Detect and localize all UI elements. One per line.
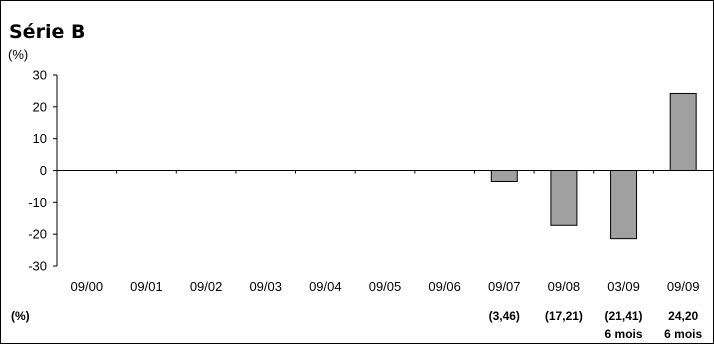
x-category-label: 09/06 [428, 279, 461, 294]
bar-09-07 [490, 170, 518, 183]
chart-title: Série B [9, 21, 85, 43]
y-tick-labels: 30 20 10 0 -10 -20 -30 [28, 68, 47, 274]
y-axis-unit: (%) [8, 47, 28, 62]
y-tick-label: -10 [28, 195, 47, 210]
x-category-label: 09/08 [548, 279, 581, 294]
bar-03-09 [610, 170, 638, 240]
bar-09-08 [550, 170, 578, 226]
x-category-label: 09/09 [667, 279, 700, 294]
y-tick-label: -20 [28, 227, 47, 242]
value-sublabels: 6 mois 6 mois [605, 327, 703, 341]
value-label: (17,21) [545, 309, 583, 323]
bars [490, 92, 697, 240]
y-tick-label: 20 [33, 99, 47, 114]
x-category-label: 09/04 [309, 279, 342, 294]
y-tick-label: -30 [28, 259, 47, 274]
bar-09-09 [669, 92, 697, 171]
y-tick-label: 10 [33, 131, 47, 146]
x-category-label: 09/01 [130, 279, 163, 294]
value-sublabel: 6 mois [664, 327, 702, 341]
value-label: 24,20 [668, 309, 698, 323]
x-category-label: 09/07 [488, 279, 521, 294]
value-sublabel: 6 mois [605, 327, 643, 341]
y-tick-label: 30 [33, 68, 47, 83]
x-category-label: 09/05 [369, 279, 402, 294]
axes [53, 74, 713, 267]
x-category-labels: 09/00 09/01 09/02 09/03 09/04 09/05 09/06 09/07… [71, 279, 700, 294]
x-category-label: 09/02 [190, 279, 223, 294]
x-category-label: 09/03 [249, 279, 282, 294]
x-category-label: 09/00 [71, 279, 104, 294]
value-labels: (3,46) (17,21) (21,41) 24,20 [489, 309, 699, 323]
table-row-label: (%) [11, 309, 30, 323]
x-category-label: 03/09 [607, 279, 640, 294]
y-tick-label: 0 [40, 163, 47, 178]
value-label: (21,41) [605, 309, 643, 323]
value-label: (3,46) [489, 309, 520, 323]
